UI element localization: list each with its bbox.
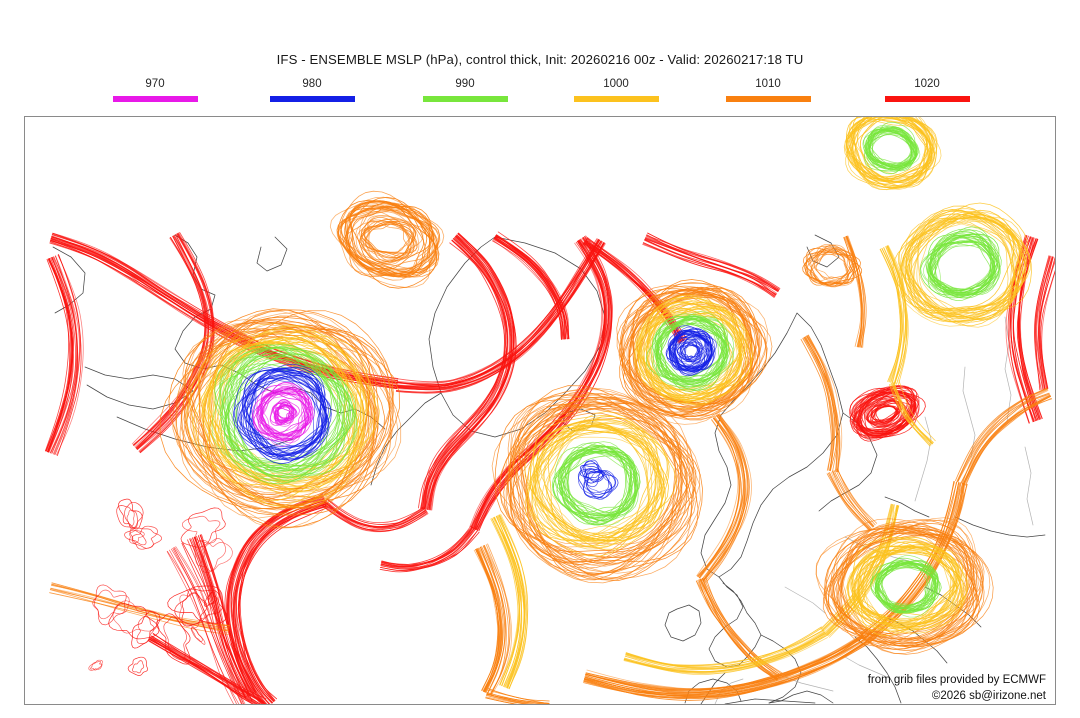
legend-swatch-980 bbox=[269, 96, 355, 102]
legend-swatch-1020 bbox=[884, 96, 970, 102]
mslp-contour-map bbox=[25, 117, 1055, 704]
legend-label-1000: 1000 bbox=[603, 78, 629, 90]
coastline-layer bbox=[52, 234, 1046, 704]
contour-layer bbox=[45, 117, 1055, 704]
legend-label-980: 980 bbox=[302, 78, 322, 90]
legend-item-1020: 1020 bbox=[877, 78, 977, 102]
map-frame[interactable] bbox=[24, 116, 1056, 705]
legend-swatch-1010 bbox=[725, 96, 811, 102]
legend-item-970: 970 bbox=[105, 78, 205, 102]
legend-swatch-1000 bbox=[573, 96, 659, 102]
page-title: IFS - ENSEMBLE MSLP (hPa), control thick… bbox=[276, 52, 804, 67]
legend: 970 980 990 1000 1010 1020 bbox=[0, 78, 1080, 108]
legend-swatch-990 bbox=[422, 96, 508, 102]
legend-item-990: 990 bbox=[415, 78, 515, 102]
legend-label-1020: 1020 bbox=[914, 78, 940, 90]
legend-item-980: 980 bbox=[262, 78, 362, 102]
legend-item-1000: 1000 bbox=[566, 78, 666, 102]
grib-credit: from grib files provided by ECMWF bbox=[867, 674, 1046, 686]
legend-swatch-970 bbox=[112, 96, 198, 102]
legend-label-970: 970 bbox=[145, 78, 165, 90]
legend-label-1010: 1010 bbox=[755, 78, 781, 90]
legend-label-990: 990 bbox=[455, 78, 475, 90]
legend-item-1010: 1010 bbox=[718, 78, 818, 102]
copyright-credit: ©2026 sb@irizone.net bbox=[931, 690, 1046, 702]
